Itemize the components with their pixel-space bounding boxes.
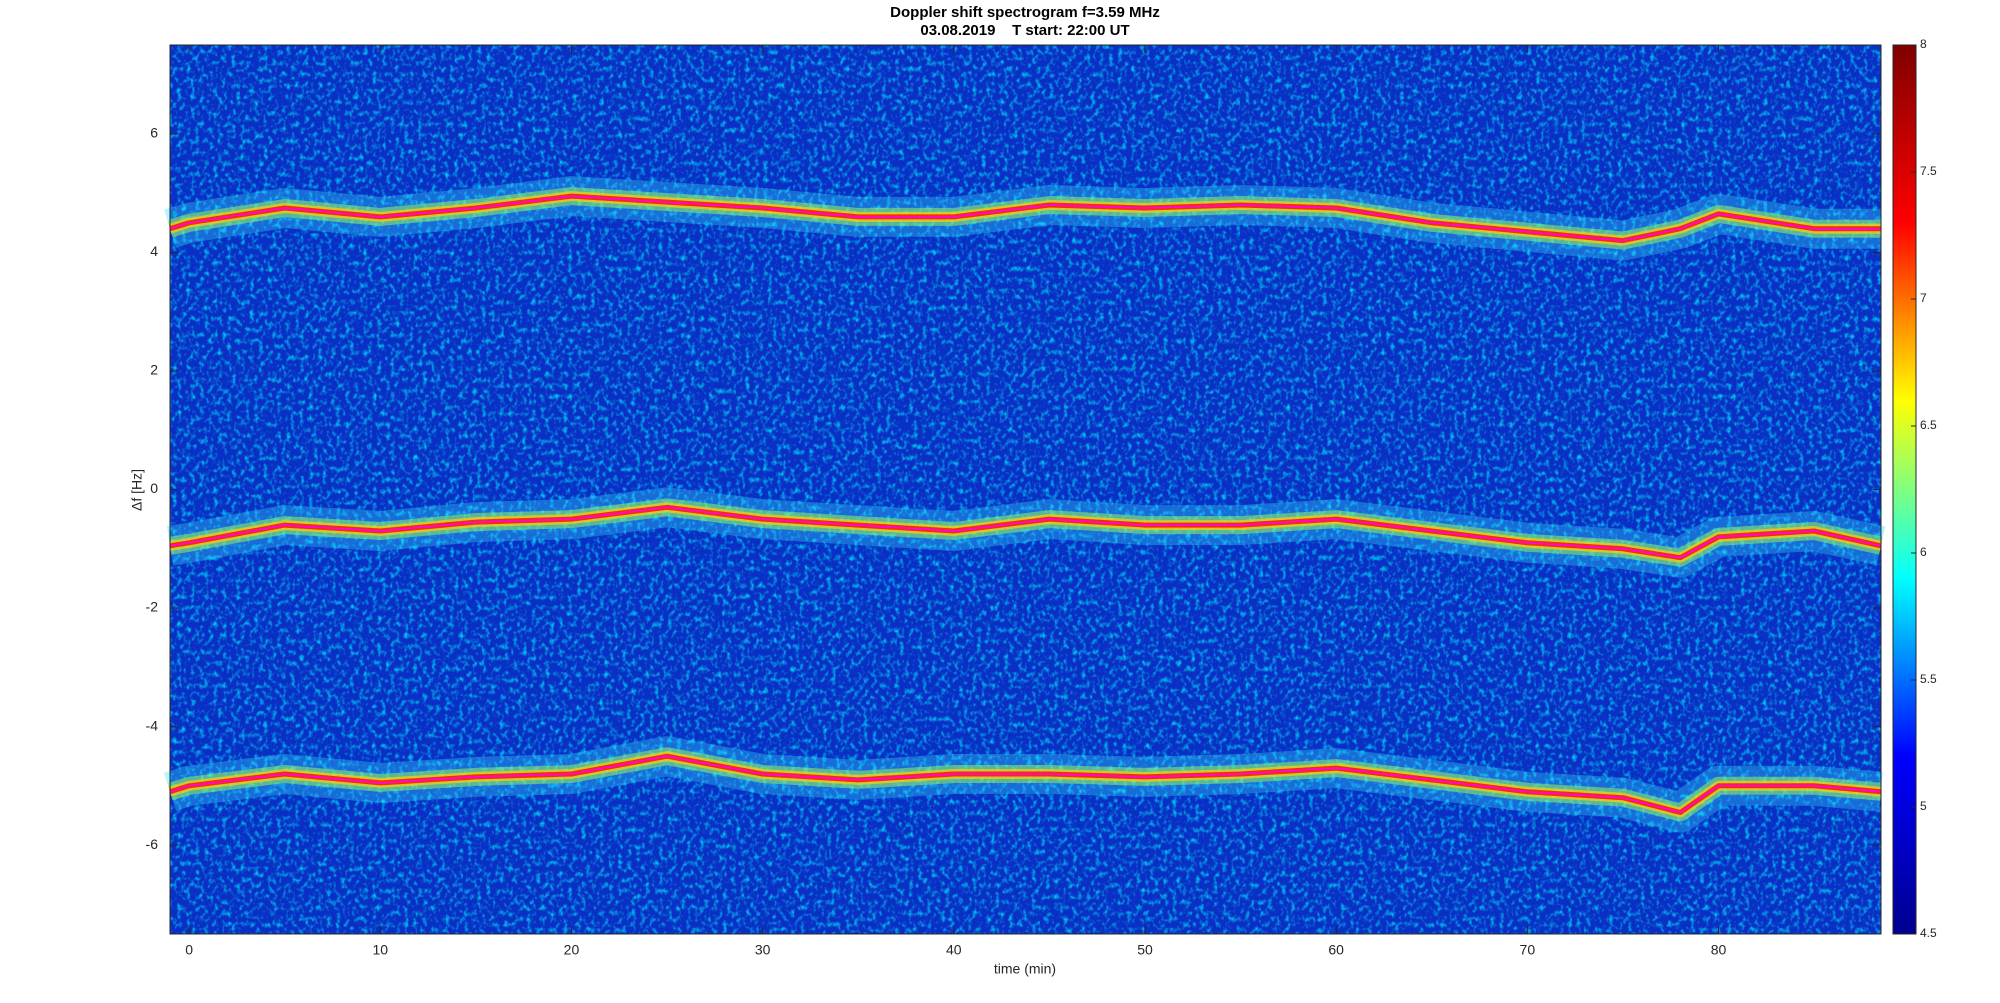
colorbar-tick-label: 8 — [1920, 37, 1927, 51]
doppler-trace — [169, 506, 1882, 559]
colorbar — [1892, 44, 1917, 935]
chart-title: Doppler shift spectrogram f=3.59 MHz — [890, 4, 1160, 21]
colorbar-tick-label: 4.5 — [1920, 926, 1937, 940]
y-axis-label: Δf [Hz] — [129, 469, 145, 511]
colorbar-tick-label: 5.5 — [1920, 672, 1937, 686]
x-tick-label: 80 — [1711, 942, 1727, 958]
y-tick-label: -6 — [146, 836, 159, 852]
x-tick-label: 70 — [1520, 942, 1536, 958]
colorbar-tick-label: 7.5 — [1920, 164, 1937, 178]
doppler-trace — [169, 195, 1881, 242]
colorbar-tick-label: 6.5 — [1920, 418, 1937, 432]
colorbar-tick-label: 5 — [1920, 799, 1927, 813]
doppler-trace — [169, 755, 1882, 814]
x-tick-label: 0 — [185, 942, 193, 958]
x-tick-label: 20 — [564, 942, 580, 958]
y-tick-label: 2 — [150, 362, 158, 378]
x-tick-label: 10 — [373, 942, 389, 958]
y-tick-label: -4 — [146, 717, 159, 733]
y-tick-label: 0 — [150, 480, 158, 496]
y-tick-label: 4 — [150, 243, 158, 259]
x-tick-label: 60 — [1328, 942, 1344, 958]
x-axis-label: time (min) — [994, 961, 1056, 977]
y-tick-label: 6 — [150, 125, 158, 141]
chart-subtitle: 03.08.2019 T start: 22:00 UT — [920, 22, 1129, 39]
x-tick-label: 50 — [1137, 942, 1153, 958]
y-tick-label: -2 — [146, 599, 159, 615]
colorbar-tick-label: 6 — [1920, 545, 1927, 559]
colorbar-tick-label: 7 — [1920, 291, 1927, 305]
x-tick-label: 40 — [946, 942, 962, 958]
x-tick-label: 30 — [755, 942, 771, 958]
